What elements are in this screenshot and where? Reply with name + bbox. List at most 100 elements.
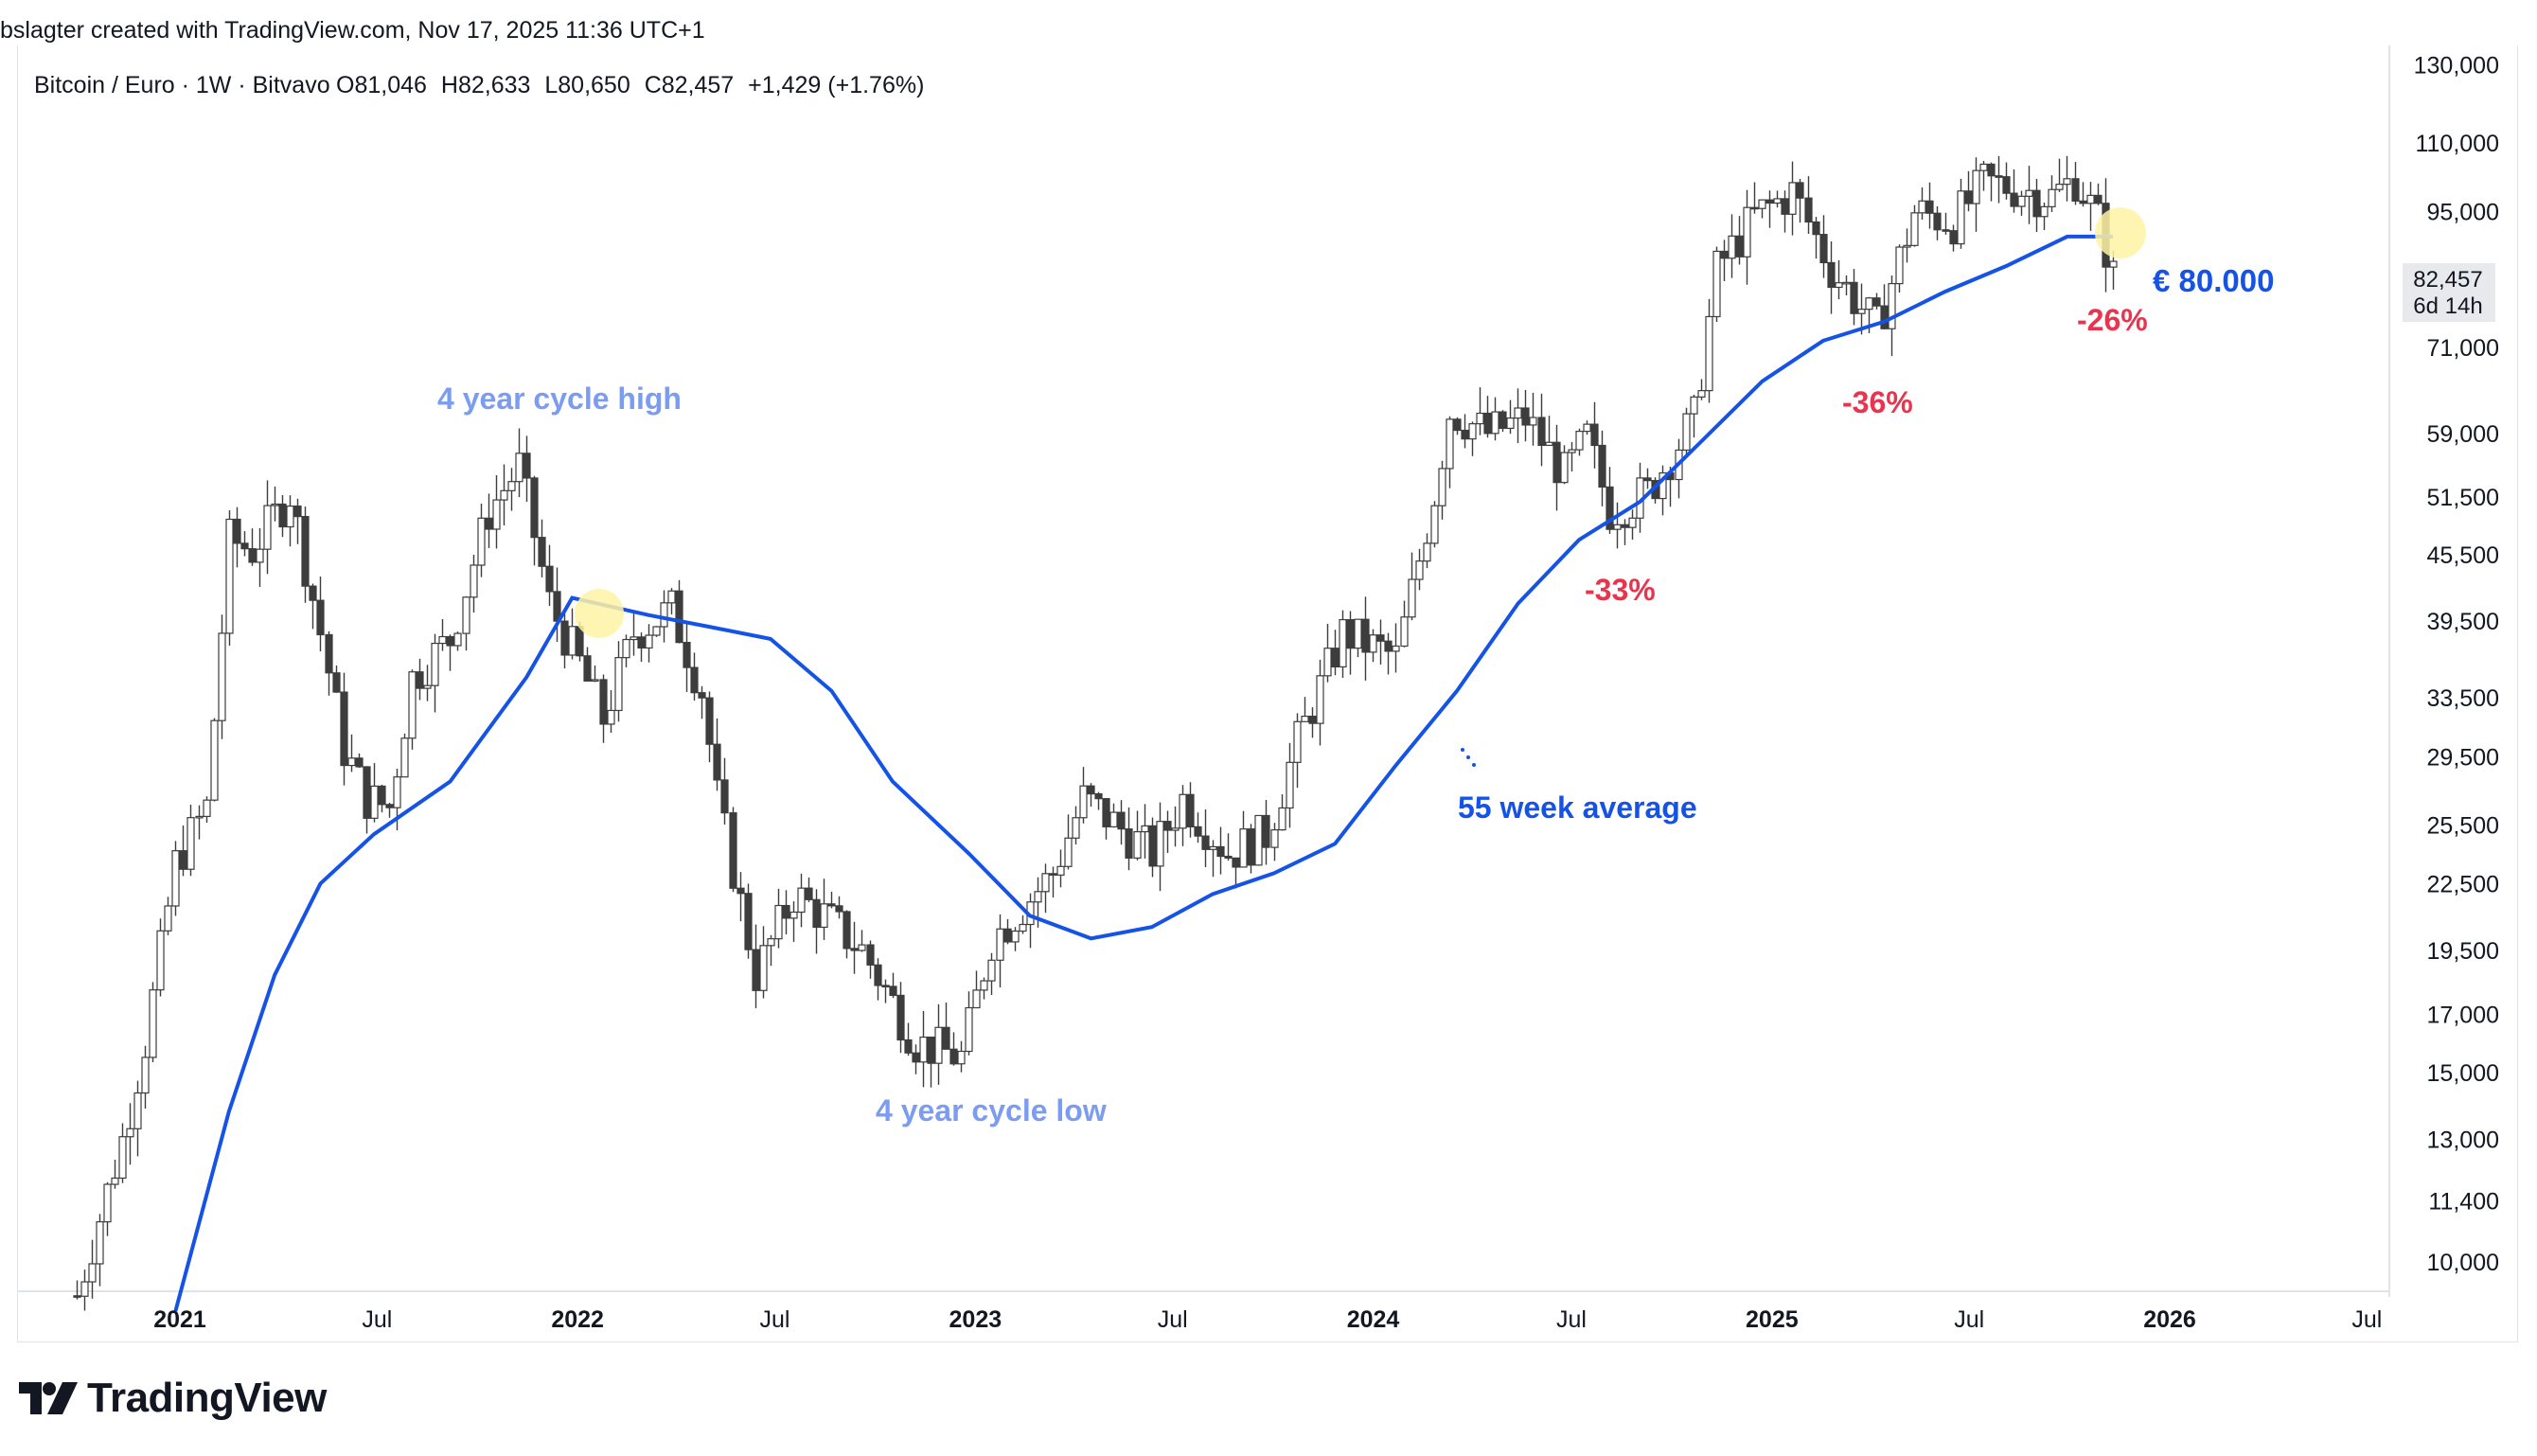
candle-body <box>827 903 836 907</box>
candle-body <box>1697 390 1706 398</box>
candle-body <box>1384 640 1393 652</box>
candle-body <box>866 944 875 966</box>
candle-body <box>1545 441 1553 447</box>
candle-body <box>2010 192 2018 207</box>
candle-body <box>690 666 699 694</box>
candle-body <box>118 1136 127 1180</box>
candle-body <box>896 994 905 1041</box>
candle-body <box>919 1036 928 1063</box>
candle-body <box>355 757 364 768</box>
chart-credit: bslagter created with TradingView.com, N… <box>0 17 705 44</box>
candle-body <box>713 743 721 781</box>
time-tick-label: Jul <box>1158 1306 1188 1333</box>
time-tick-label: Jul <box>2351 1306 2382 1333</box>
candle-body <box>1972 169 1980 204</box>
legend-symbol: Bitcoin / Euro · 1W · Bitvavo <box>34 72 330 98</box>
candle-body <box>1552 441 1561 484</box>
candle-body <box>1301 715 1309 722</box>
candle-body <box>1408 578 1416 618</box>
legend-high: 82,633 <box>458 72 530 98</box>
candle-body <box>370 785 379 819</box>
candle-body <box>195 815 204 819</box>
candle-body <box>1850 281 1858 314</box>
time-tick-label: 2026 <box>2143 1306 2196 1333</box>
candle-body <box>263 505 272 550</box>
candle-body <box>583 655 592 682</box>
candle-body <box>698 692 706 699</box>
candle-body <box>1141 825 1149 833</box>
candle-body <box>233 518 241 544</box>
candle-body <box>203 799 211 818</box>
candle-body <box>927 1036 935 1064</box>
candle-body <box>591 679 599 683</box>
candle-body <box>538 537 546 567</box>
candle-body <box>438 635 447 645</box>
candle-body <box>1842 281 1851 285</box>
candle-body <box>446 635 454 647</box>
candle-body <box>1933 212 1942 231</box>
candle-body <box>744 893 753 950</box>
candle-body <box>622 638 630 659</box>
candle-body <box>477 517 486 566</box>
candle-body <box>1827 261 1836 289</box>
candle-body <box>1903 244 1911 248</box>
candle-body <box>1423 542 1431 562</box>
candle-body <box>1056 865 1065 876</box>
time-tick-label: 2025 <box>1746 1306 1799 1333</box>
candle-body <box>2048 188 2056 207</box>
candle-body <box>210 719 219 801</box>
candle-body <box>599 679 608 725</box>
candle-body <box>1461 429 1469 440</box>
candle-body <box>1102 798 1110 827</box>
legend-ohlc: O81,046 H82,633 L80,650 C82,457 +1,429 (… <box>336 72 924 98</box>
candle-body <box>2032 189 2041 218</box>
candle-body <box>705 697 714 745</box>
candle-body <box>1750 206 1759 210</box>
price-tick-label: 51,500 <box>2427 485 2499 511</box>
candle-body <box>80 1281 89 1297</box>
candle-body <box>149 989 157 1058</box>
candle-body <box>1186 793 1195 827</box>
candle-body <box>1796 182 1804 199</box>
tradingview-logo[interactable]: TradingView <box>19 1375 327 1422</box>
candle-body <box>2109 260 2118 268</box>
candle-body <box>1369 634 1377 653</box>
time-tick-label: 2021 <box>153 1306 206 1333</box>
candle-body <box>400 737 409 778</box>
candle-body <box>141 1056 150 1094</box>
candle-body <box>1598 444 1606 488</box>
candle-body <box>515 453 523 483</box>
candle-body <box>1499 411 1507 430</box>
candle-body <box>660 602 668 628</box>
annotation-ma-label: 55 week average <box>1458 790 1697 825</box>
candle-body <box>1521 407 1530 426</box>
candle-body <box>1278 807 1286 831</box>
candle-body <box>1880 305 1889 329</box>
candle-body <box>843 911 851 950</box>
candle-body <box>1957 190 1965 245</box>
candle-body <box>1964 190 1973 204</box>
candle-body <box>874 964 882 986</box>
candle-body <box>949 1048 958 1065</box>
candle-body <box>2055 184 2064 190</box>
candlesticks <box>73 155 2118 1311</box>
candle-body <box>1835 282 1843 289</box>
candle-body <box>782 904 790 919</box>
candle-body <box>1568 449 1576 453</box>
candle-body <box>736 887 745 895</box>
candle-body <box>73 1295 81 1298</box>
time-axis: 2021 Jul 2022 Jul 2023 Jul 2024 Jul 2025 Jul 2026 J… <box>153 1306 2382 1333</box>
candle-body <box>667 590 676 604</box>
candle-body <box>1743 206 1751 257</box>
highlight-marker-2025 <box>2095 207 2146 258</box>
candle-body <box>1201 835 1210 850</box>
candle-body <box>568 626 577 656</box>
candle-body <box>1376 634 1385 642</box>
candle-body <box>1270 828 1279 848</box>
candle-body <box>752 949 760 991</box>
candle-body <box>1239 828 1248 868</box>
candle-body <box>965 1006 973 1053</box>
candle-body <box>1323 648 1332 677</box>
candle-body <box>980 980 988 991</box>
